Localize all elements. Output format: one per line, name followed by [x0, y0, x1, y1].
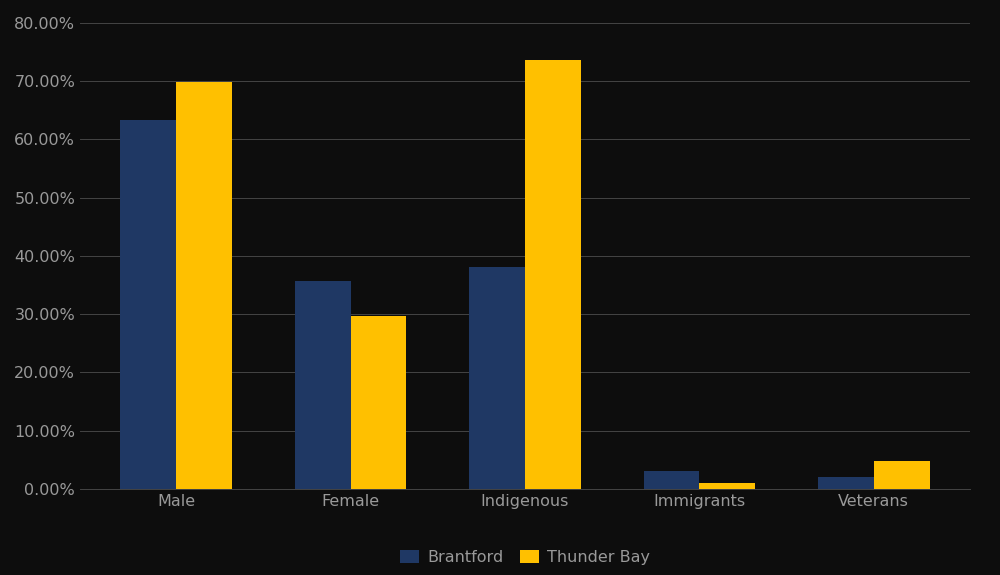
Bar: [176, 82, 232, 489]
Legend: Brantford, Thunder Bay: Brantford, Thunder Bay: [394, 543, 656, 571]
Bar: [525, 60, 581, 489]
Bar: [644, 471, 699, 489]
Bar: [874, 461, 930, 489]
Bar: [351, 316, 406, 489]
Bar: [295, 281, 351, 489]
Bar: [699, 483, 755, 489]
Bar: [469, 267, 525, 489]
Bar: [818, 477, 874, 489]
Bar: [120, 120, 176, 489]
